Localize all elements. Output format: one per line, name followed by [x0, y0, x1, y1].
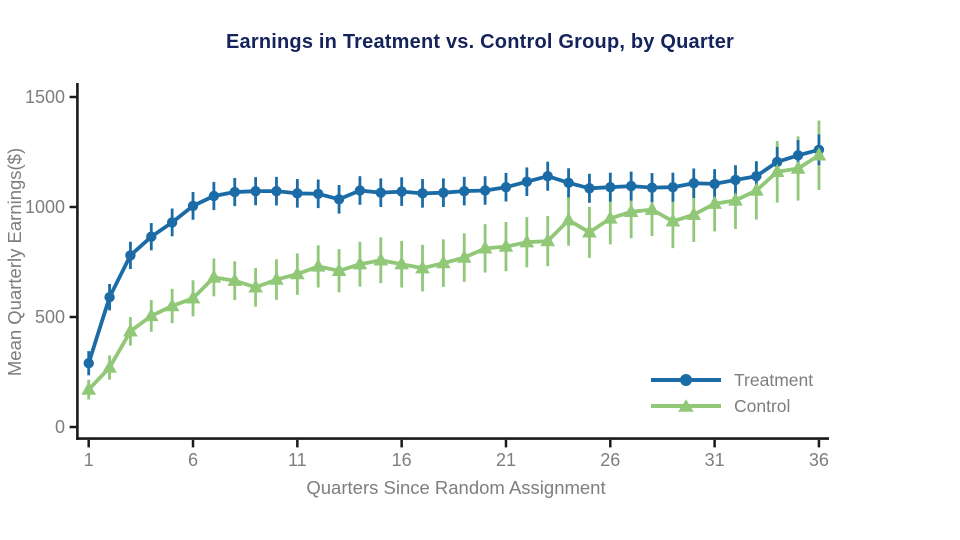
control-point [644, 201, 660, 215]
control-point [623, 203, 639, 218]
treatment-point [104, 292, 115, 303]
treatment-point [605, 182, 616, 193]
treatment-point [459, 185, 470, 197]
control-point [102, 359, 117, 373]
control-point [707, 195, 722, 209]
treatment-point [563, 177, 574, 188]
control-point [686, 206, 702, 220]
y-tick-label: 500 [35, 307, 65, 327]
legend-item-treatment: Treatment [650, 367, 813, 393]
control-point [81, 381, 96, 395]
control-point [519, 234, 535, 248]
treatment-point [313, 188, 324, 199]
y-tick-label: 1500 [25, 87, 65, 107]
chart-title: Earnings in Treatment vs. Control Group,… [225, 31, 735, 53]
x-tick-label: 21 [496, 450, 516, 470]
treatment-point [584, 183, 595, 194]
control-point [290, 266, 305, 280]
legend: Treatment Control [650, 367, 813, 419]
treatment-point [479, 185, 491, 196]
treatment-line-circle-icon [651, 374, 721, 386]
treatment-point [396, 186, 407, 197]
legend-label-treatment: Treatment [734, 370, 814, 390]
treatment-point [125, 250, 136, 261]
x-tick-label: 31 [705, 450, 725, 470]
treatment-point [417, 188, 428, 199]
x-tick-label: 16 [392, 450, 412, 470]
control-point [477, 240, 493, 254]
control-point [206, 269, 222, 283]
treatment-point [208, 190, 220, 202]
treatment-point [521, 176, 533, 187]
treatment-point [333, 194, 345, 205]
treatment-point [542, 171, 553, 182]
treatment-point [709, 178, 720, 190]
treatment-point [730, 174, 741, 186]
control-point [456, 249, 472, 263]
y-tick-label: 0 [55, 417, 65, 437]
treatment-error-bars [87, 134, 821, 376]
control-point [123, 323, 138, 337]
treatment-point [187, 200, 199, 212]
control-point [769, 163, 785, 177]
control-point [603, 210, 618, 224]
control-point [164, 298, 180, 312]
control-point [436, 255, 451, 269]
treatment-point [646, 182, 658, 193]
control-point [790, 160, 806, 174]
treatment-point [83, 358, 94, 369]
treatment-point [792, 150, 804, 161]
x-tick-label: 26 [600, 450, 620, 470]
control-point [227, 272, 243, 286]
treatment-point [688, 178, 699, 189]
control-point [185, 290, 201, 304]
treatment-point [292, 188, 303, 199]
x-tick-label: 6 [188, 450, 198, 470]
treatment-point [625, 180, 637, 192]
treatment-point [751, 171, 762, 182]
treatment-point [250, 185, 261, 197]
control-point [728, 192, 743, 206]
x-axis-title: Quarters Since Random Assignment [306, 477, 606, 498]
control-point [582, 224, 597, 238]
treatment-point [772, 156, 783, 168]
treatment-point [271, 185, 282, 197]
control-point [373, 252, 389, 266]
treatment-point [146, 231, 157, 242]
legend-item-control: Control [650, 393, 813, 419]
control-point [331, 262, 347, 276]
x-tick-label: 36 [809, 450, 829, 470]
treatment-point [375, 187, 386, 198]
x-tick-label: 11 [288, 450, 307, 470]
control-point [352, 256, 368, 270]
control-point [143, 307, 159, 322]
legend-label-control: Control [734, 396, 791, 416]
control-point [665, 213, 681, 227]
treatment-point [229, 186, 240, 198]
control-line-triangle-icon [651, 399, 721, 412]
treatment-point [500, 182, 512, 193]
treatment-series [83, 144, 825, 369]
treatment-line [86, 147, 821, 366]
control-point [248, 279, 263, 293]
control-point [310, 258, 326, 272]
control-point [269, 271, 284, 285]
treatment-point [354, 185, 366, 196]
control-point [498, 238, 514, 252]
control-series [81, 147, 827, 395]
control-point [394, 256, 409, 270]
treatment-point [438, 187, 449, 198]
control-point [415, 260, 430, 274]
treatment-point [166, 217, 178, 228]
x-tick-label: 1 [84, 450, 94, 470]
control-point [540, 233, 556, 247]
control-point [561, 212, 576, 226]
y-tick-label: 1000 [25, 197, 65, 217]
control-point [811, 147, 827, 161]
treatment-point [667, 182, 679, 193]
control-point [749, 182, 764, 196]
